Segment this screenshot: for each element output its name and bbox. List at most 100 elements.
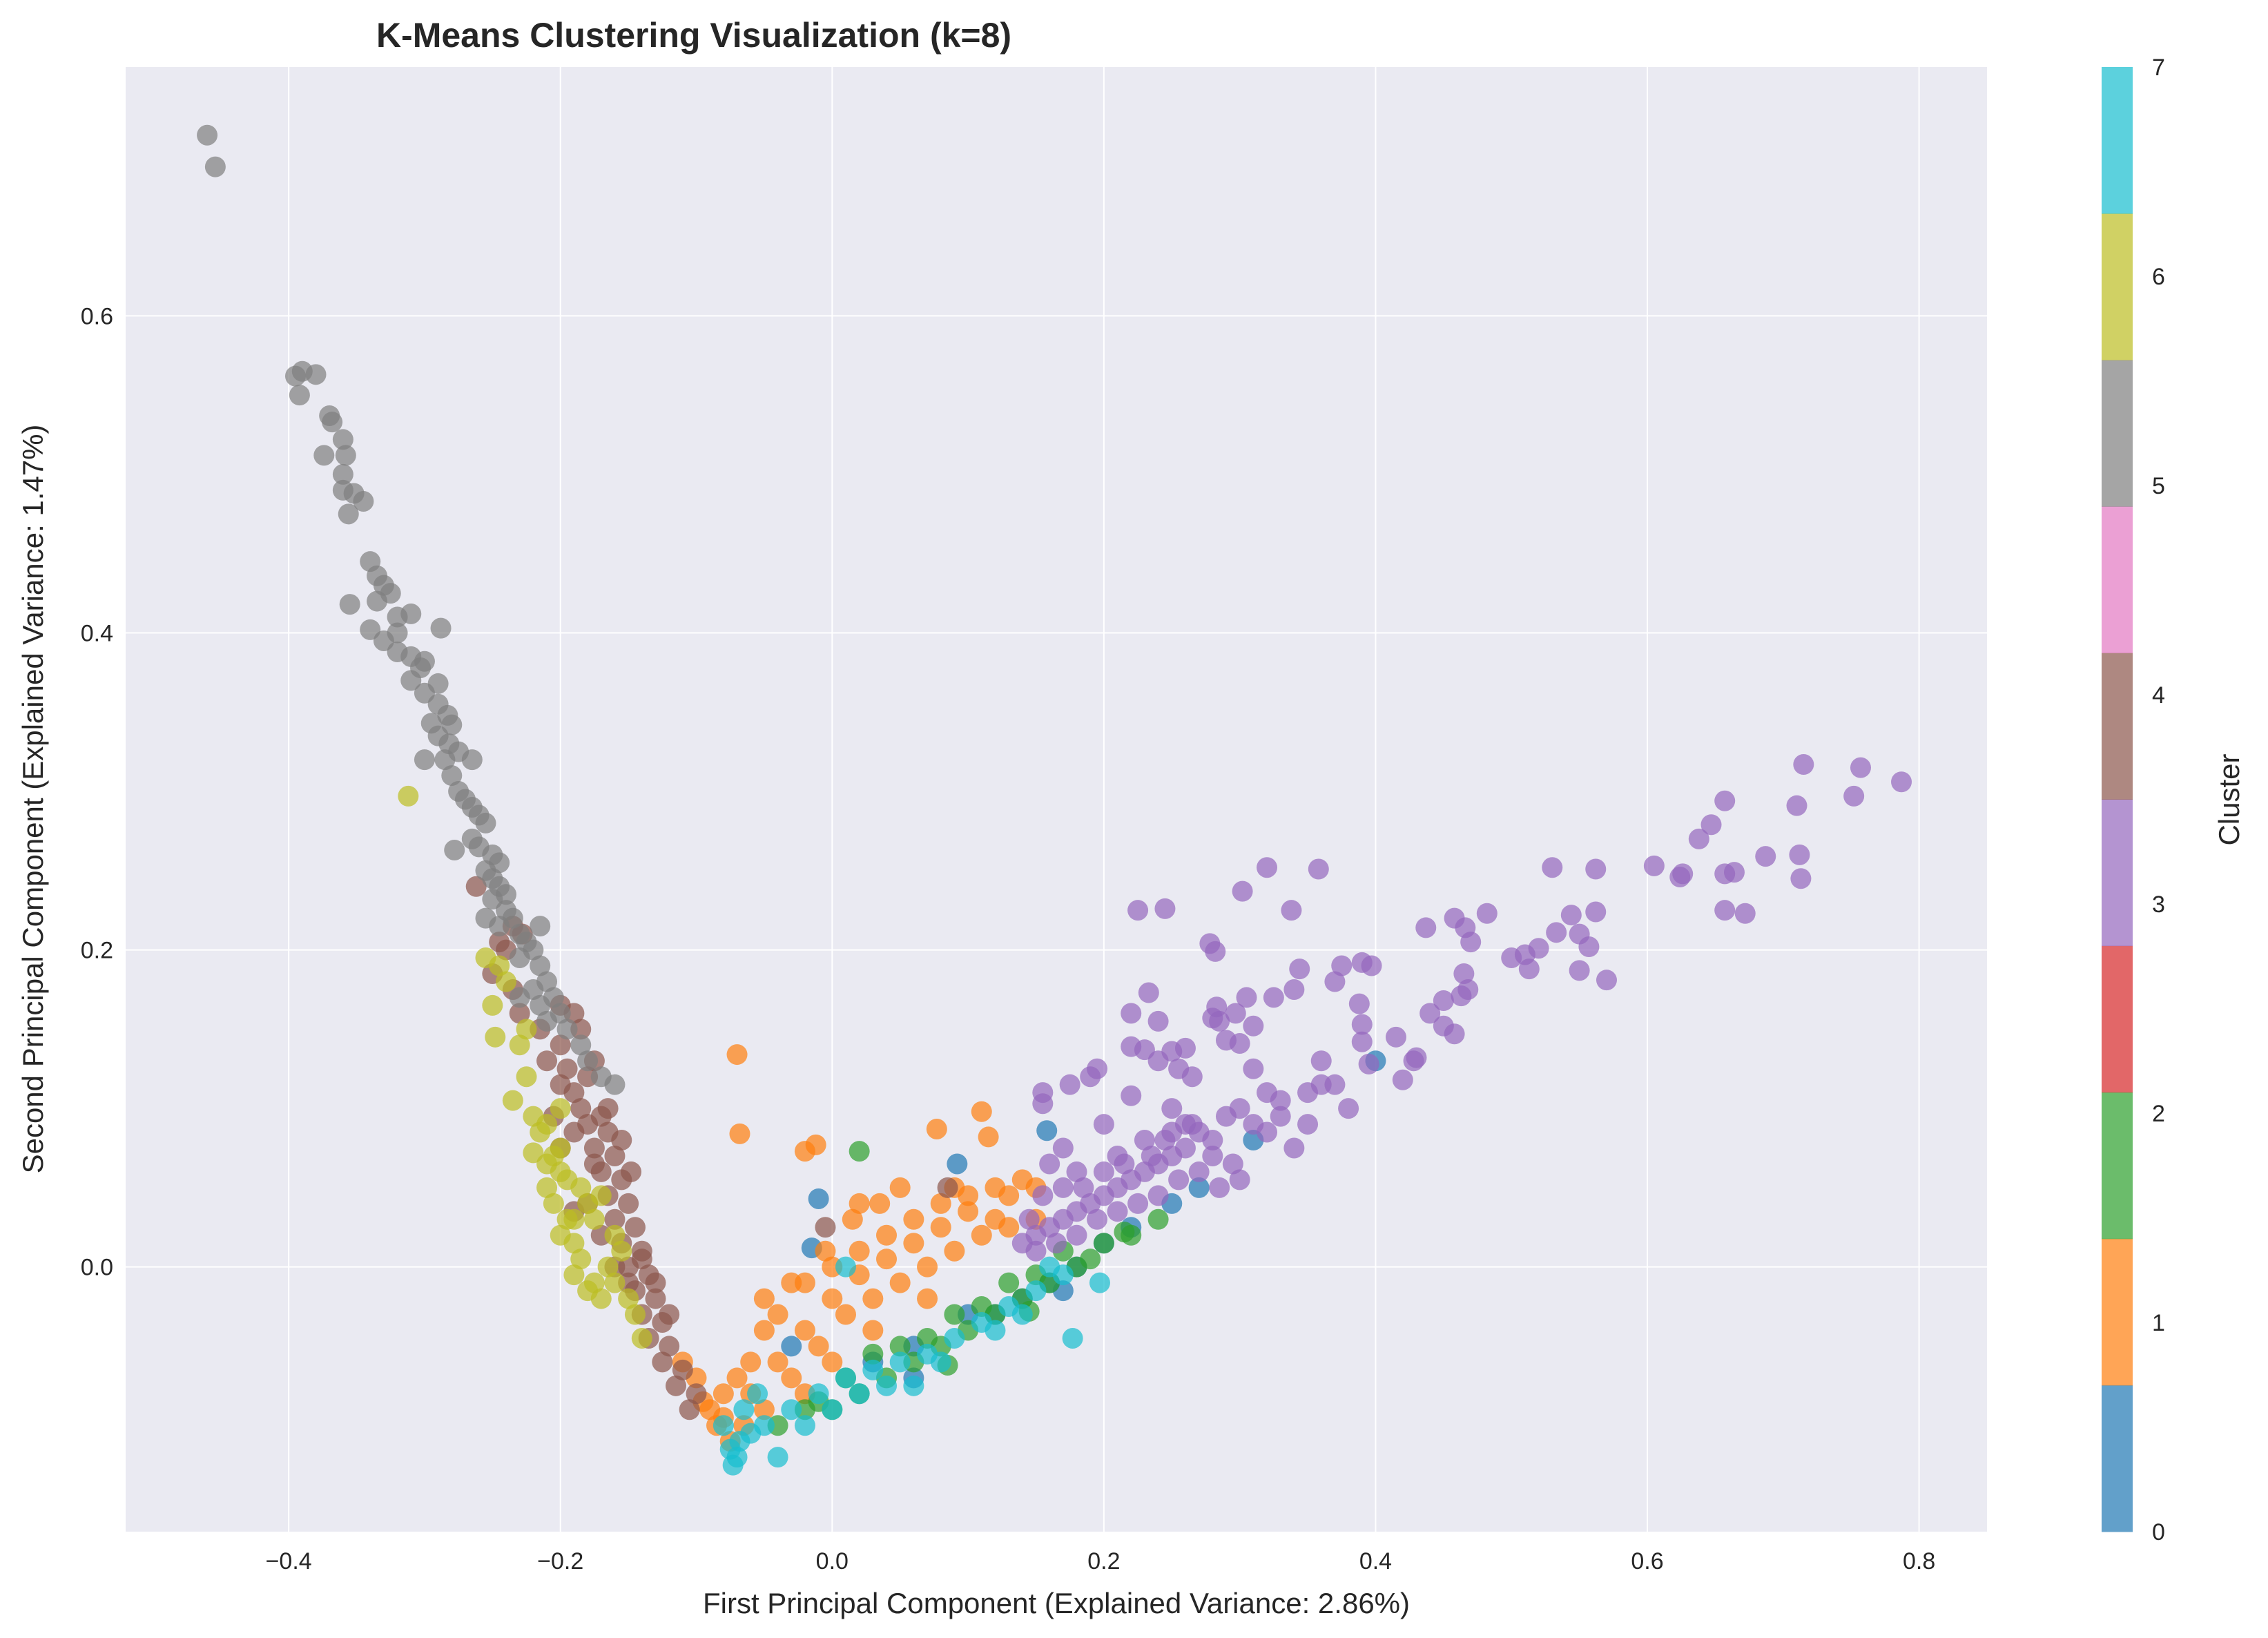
scatter-point-cluster-3 [1222,1153,1243,1175]
scatter-point-cluster-2 [971,1296,992,1318]
scatter-point-cluster-2 [917,1327,938,1349]
scatter-point-cluster-5 [530,916,551,937]
scatter-point-cluster-3 [1415,917,1437,938]
scatter-point-cluster-3 [1263,987,1284,1008]
scatter-point-cluster-7 [930,1351,951,1373]
scatter-point-cluster-3 [1154,1130,1176,1151]
scatter-point-cluster-7 [781,1399,802,1420]
scatter-point-cluster-1 [842,1208,863,1230]
scatter-point-cluster-3 [1453,963,1475,984]
colorbar-segment [2102,360,2133,507]
scatter-point-cluster-2 [944,1304,965,1325]
scatter-point-cluster-1 [815,1240,836,1262]
colorbar-segments [2102,67,2133,1532]
scatter-point-cluster-4 [563,1121,585,1143]
scatter-point-cluster-4 [550,1034,571,1056]
scatter-point-cluster-3 [1114,1153,1135,1175]
scatter-point-cluster-1 [822,1288,843,1309]
scatter-point-cluster-3 [1289,958,1310,980]
scatter-point-cluster-2 [1080,1249,1101,1270]
scatter-point-cluster-5 [204,156,226,177]
scatter-point-cluster-3 [1052,1177,1074,1198]
scatter-point-cluster-1 [849,1193,870,1214]
scatter-point-cluster-5 [556,1019,578,1040]
scatter-point-cluster-6 [516,1019,537,1040]
scatter-point-cluster-3 [1080,1066,1101,1088]
scatter-point-cluster-5 [338,503,359,525]
scatter-point-cluster-4 [652,1351,673,1373]
scatter-point-cluster-5 [530,994,551,1016]
scatter-point-cluster-1 [889,1177,911,1198]
scatter-point-cluster-3 [1843,785,1865,807]
scatter-point-cluster-4 [618,1193,639,1214]
colorbar-tick-label: 3 [2152,892,2165,918]
scatter-point-cluster-5 [353,490,374,512]
scatter-point-cluster-3 [1734,903,1756,924]
scatter-point-cluster-3 [1324,971,1346,992]
scatter-point-cluster-1 [753,1288,775,1309]
scatter-point-cluster-3 [1501,947,1522,969]
scatter-point-cluster-3 [1385,1026,1406,1048]
scatter-point-cluster-6 [516,1066,537,1088]
scatter-point-cluster-3 [1569,960,1590,981]
scatter-point-cluster-1 [876,1224,898,1246]
scatter-point-cluster-3 [1444,1023,1465,1045]
scatter-point-cluster-0 [808,1188,829,1209]
scatter-point-cluster-5 [444,839,465,860]
scatter-point-cluster-3 [1202,1008,1223,1029]
scatter-point-cluster-4 [465,876,487,897]
scatter-point-cluster-1 [781,1367,802,1389]
scatter-point-cluster-5 [577,1050,599,1072]
scatter-point-cluster-5 [400,670,422,691]
scatter-point-cluster-2 [1093,1233,1114,1254]
colorbar-tick-label: 5 [2152,473,2165,499]
scatter-point-cluster-6 [550,1098,571,1119]
scatter-point-cluster-3 [1243,1058,1264,1079]
scatter-point-cluster-5 [475,907,496,929]
colorbar-ticks: 0 1 2 3 4 5 6 7 [2152,55,2165,1545]
scatter-point-cluster-1 [835,1304,856,1325]
scatter-point-cluster-3 [1460,932,1482,953]
chart-title: K-Means Clustering Visualization (k=8) [376,16,1011,55]
scatter-point-cluster-5 [461,749,483,771]
scatter-point-cluster-4 [556,1058,578,1079]
scatter-point-cluster-3 [1243,1015,1264,1037]
scatter-point-cluster-2 [889,1336,911,1357]
scatter-point-cluster-6 [543,1193,564,1214]
scatter-point-cluster-1 [917,1288,938,1309]
scatter-point-cluster-1 [930,1217,951,1238]
scatter-point-cluster-3 [1585,901,1607,923]
scatter-point-cluster-5 [400,603,422,624]
scatter-point-cluster-1 [944,1240,965,1262]
y-tick-label: 0.2 [81,938,113,964]
scatter-point-cluster-6 [550,1137,571,1159]
scatter-point-cluster-3 [1351,1031,1373,1052]
scatter-point-cluster-3 [1073,1177,1094,1198]
scatter-point-cluster-3 [1700,814,1722,836]
scatter-point-cluster-4 [583,1153,605,1175]
scatter-point-cluster-3 [1174,1037,1196,1059]
scatter-point-cluster-3 [1755,846,1776,867]
scatter-point-cluster-3 [1225,1003,1246,1024]
colorbar-tick-label: 2 [2152,1101,2165,1127]
scatter-point-cluster-4 [665,1375,686,1396]
scatter-point-cluster-1 [985,1177,1006,1198]
scatter-point-cluster-1 [740,1351,762,1373]
scatter-point-cluster-3 [1257,857,1278,878]
scatter-point-cluster-2 [1147,1208,1169,1230]
scatter-point-cluster-7 [849,1383,870,1405]
scatter-point-cluster-3 [1283,1137,1305,1159]
scatter-point-cluster-3 [1338,1098,1359,1119]
scatter-point-cluster-0 [781,1336,802,1357]
scatter-point-cluster-4 [659,1304,680,1325]
scatter-point-cluster-3 [1585,858,1607,880]
scatter-point-cluster-3 [1052,1137,1074,1159]
scatter-point-cluster-6 [604,1272,626,1293]
scatter-point-cluster-3 [1281,900,1302,921]
scatter-point-cluster-4 [659,1336,680,1357]
scatter-point-cluster-5 [441,765,463,787]
scatter-point-cluster-5 [339,594,360,615]
scatter-point-cluster-3 [1308,858,1329,880]
scatter-point-cluster-7 [713,1415,734,1436]
